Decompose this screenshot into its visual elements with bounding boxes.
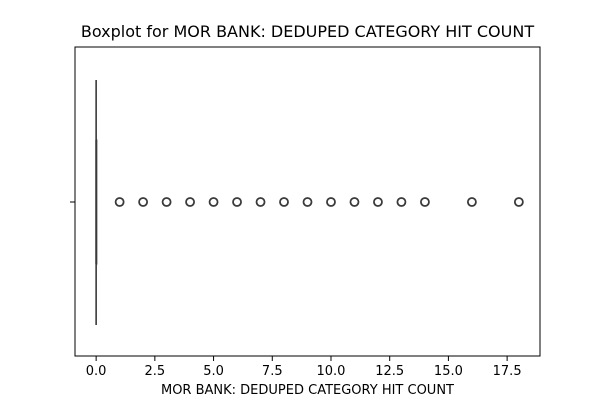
x-axis-label: MOR BANK: DEDUPED CATEGORY HIT COUNT <box>160 383 454 398</box>
x-tick-label: 7.5 <box>262 364 283 379</box>
boxplot <box>95 80 98 325</box>
x-tick-label: 0.0 <box>86 364 107 379</box>
outlier-point <box>513 197 524 207</box>
x-tick-label: 17.5 <box>493 364 522 379</box>
outlier-point <box>373 197 383 207</box>
x-tick-label: 15.0 <box>434 364 463 379</box>
outlier-point <box>396 197 407 207</box>
outlier-point <box>302 197 313 207</box>
outlier-point <box>114 197 125 207</box>
outlier-point <box>466 197 477 207</box>
outlier-point <box>326 197 336 207</box>
outlier-point <box>255 197 266 207</box>
axes-frame <box>74 46 541 357</box>
outlier-point <box>138 197 149 207</box>
x-tick-label: 2.5 <box>145 364 166 379</box>
outlier-point <box>420 197 430 207</box>
outlier-point <box>279 197 289 207</box>
x-axis-ticks: 0.0 2.5 5.0 7.5 10.0 12.5 15.0 17.5 <box>86 356 522 379</box>
x-tick-label: 5.0 <box>203 364 224 379</box>
outlier-point <box>161 197 172 207</box>
outlier-point <box>208 197 219 207</box>
chart-title: Boxplot for MOR BANK: DEDUPED CATEGORY H… <box>80 22 535 41</box>
outlier-point <box>349 197 360 207</box>
x-tick-label: 10.0 <box>317 364 346 379</box>
outlier-points <box>114 197 524 207</box>
outlier-point <box>185 197 195 207</box>
x-tick-label: 12.5 <box>375 364 404 379</box>
outlier-point <box>232 197 242 207</box>
